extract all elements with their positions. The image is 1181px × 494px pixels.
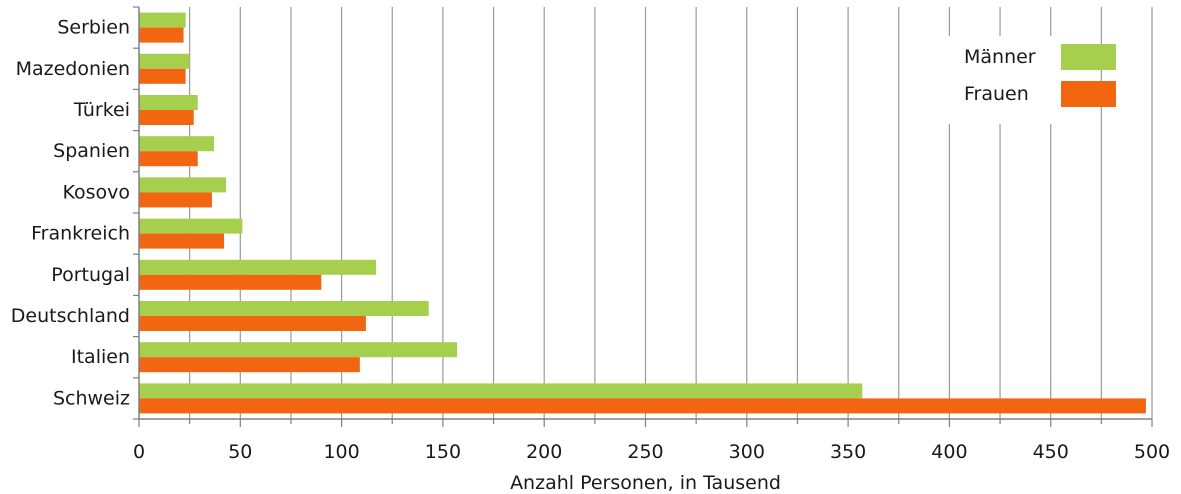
x-tick-label: 100 <box>323 441 359 463</box>
bar-maenner-8 <box>139 342 458 358</box>
legend: Männer Frauen <box>948 36 1116 124</box>
bar-frauen-2 <box>139 110 194 125</box>
bar-maenner-2 <box>139 95 198 110</box>
category-label: Mazedonien <box>16 58 130 80</box>
x-tick-label: 300 <box>729 441 765 463</box>
bar-frauen-8 <box>139 357 360 373</box>
bar-maenner-5 <box>139 218 243 234</box>
bar-maenner-9 <box>139 383 863 399</box>
x-tick-label: 250 <box>627 441 663 463</box>
gridlines <box>189 7 1153 419</box>
category-label: Portugal <box>51 264 130 286</box>
x-tick-label: 500 <box>1134 441 1170 463</box>
x-tick-label: 400 <box>931 441 967 463</box>
bar-maenner-7 <box>139 301 429 316</box>
bar-frauen-7 <box>139 316 366 331</box>
bar-maenner-6 <box>139 259 377 275</box>
category-label: Türkei <box>73 99 130 121</box>
bar-maenner-0 <box>139 12 186 28</box>
bar-frauen-3 <box>139 151 198 167</box>
category-labels: Serbien Mazedonien Türkei Spanien Kosovo Fran… <box>11 17 130 410</box>
bar-maenner-3 <box>139 136 214 152</box>
x-tick-label: 150 <box>425 441 461 463</box>
bar-frauen-6 <box>139 274 322 290</box>
bar-maenner-4 <box>139 177 227 193</box>
bar-frauen-4 <box>139 192 212 208</box>
axes <box>133 6 1153 427</box>
bar-frauen-0 <box>139 27 184 43</box>
category-label: Italien <box>71 346 130 368</box>
x-tick-label: 450 <box>1033 441 1069 463</box>
bar-maenner-1 <box>139 53 190 69</box>
bars <box>139 12 1146 414</box>
bar-frauen-5 <box>139 233 225 249</box>
x-tick-label: 350 <box>830 441 866 463</box>
category-label: Serbien <box>57 17 130 39</box>
category-label: Schweiz <box>53 387 130 409</box>
bar-frauen-9 <box>139 398 1146 414</box>
x-tick-labels: 0 50 100 150 200 250 300 350 400 450 500 <box>133 441 1170 463</box>
legend-swatch-maenner <box>1061 44 1116 70</box>
category-label: Frankreich <box>31 223 130 245</box>
x-tick-label: 50 <box>228 441 252 463</box>
bar-frauen-1 <box>139 68 186 84</box>
category-label: Deutschland <box>11 305 130 327</box>
x-axis-title: Anzahl Personen, in Tausend <box>510 472 781 494</box>
legend-swatch-frauen <box>1061 81 1116 107</box>
x-tick-label: 200 <box>526 441 562 463</box>
x-tick-label: 0 <box>133 441 145 463</box>
category-label: Spanien <box>53 140 130 162</box>
legend-label-frauen: Frauen <box>964 83 1029 105</box>
category-label: Kosovo <box>62 181 130 203</box>
legend-label-maenner: Männer <box>964 46 1036 68</box>
